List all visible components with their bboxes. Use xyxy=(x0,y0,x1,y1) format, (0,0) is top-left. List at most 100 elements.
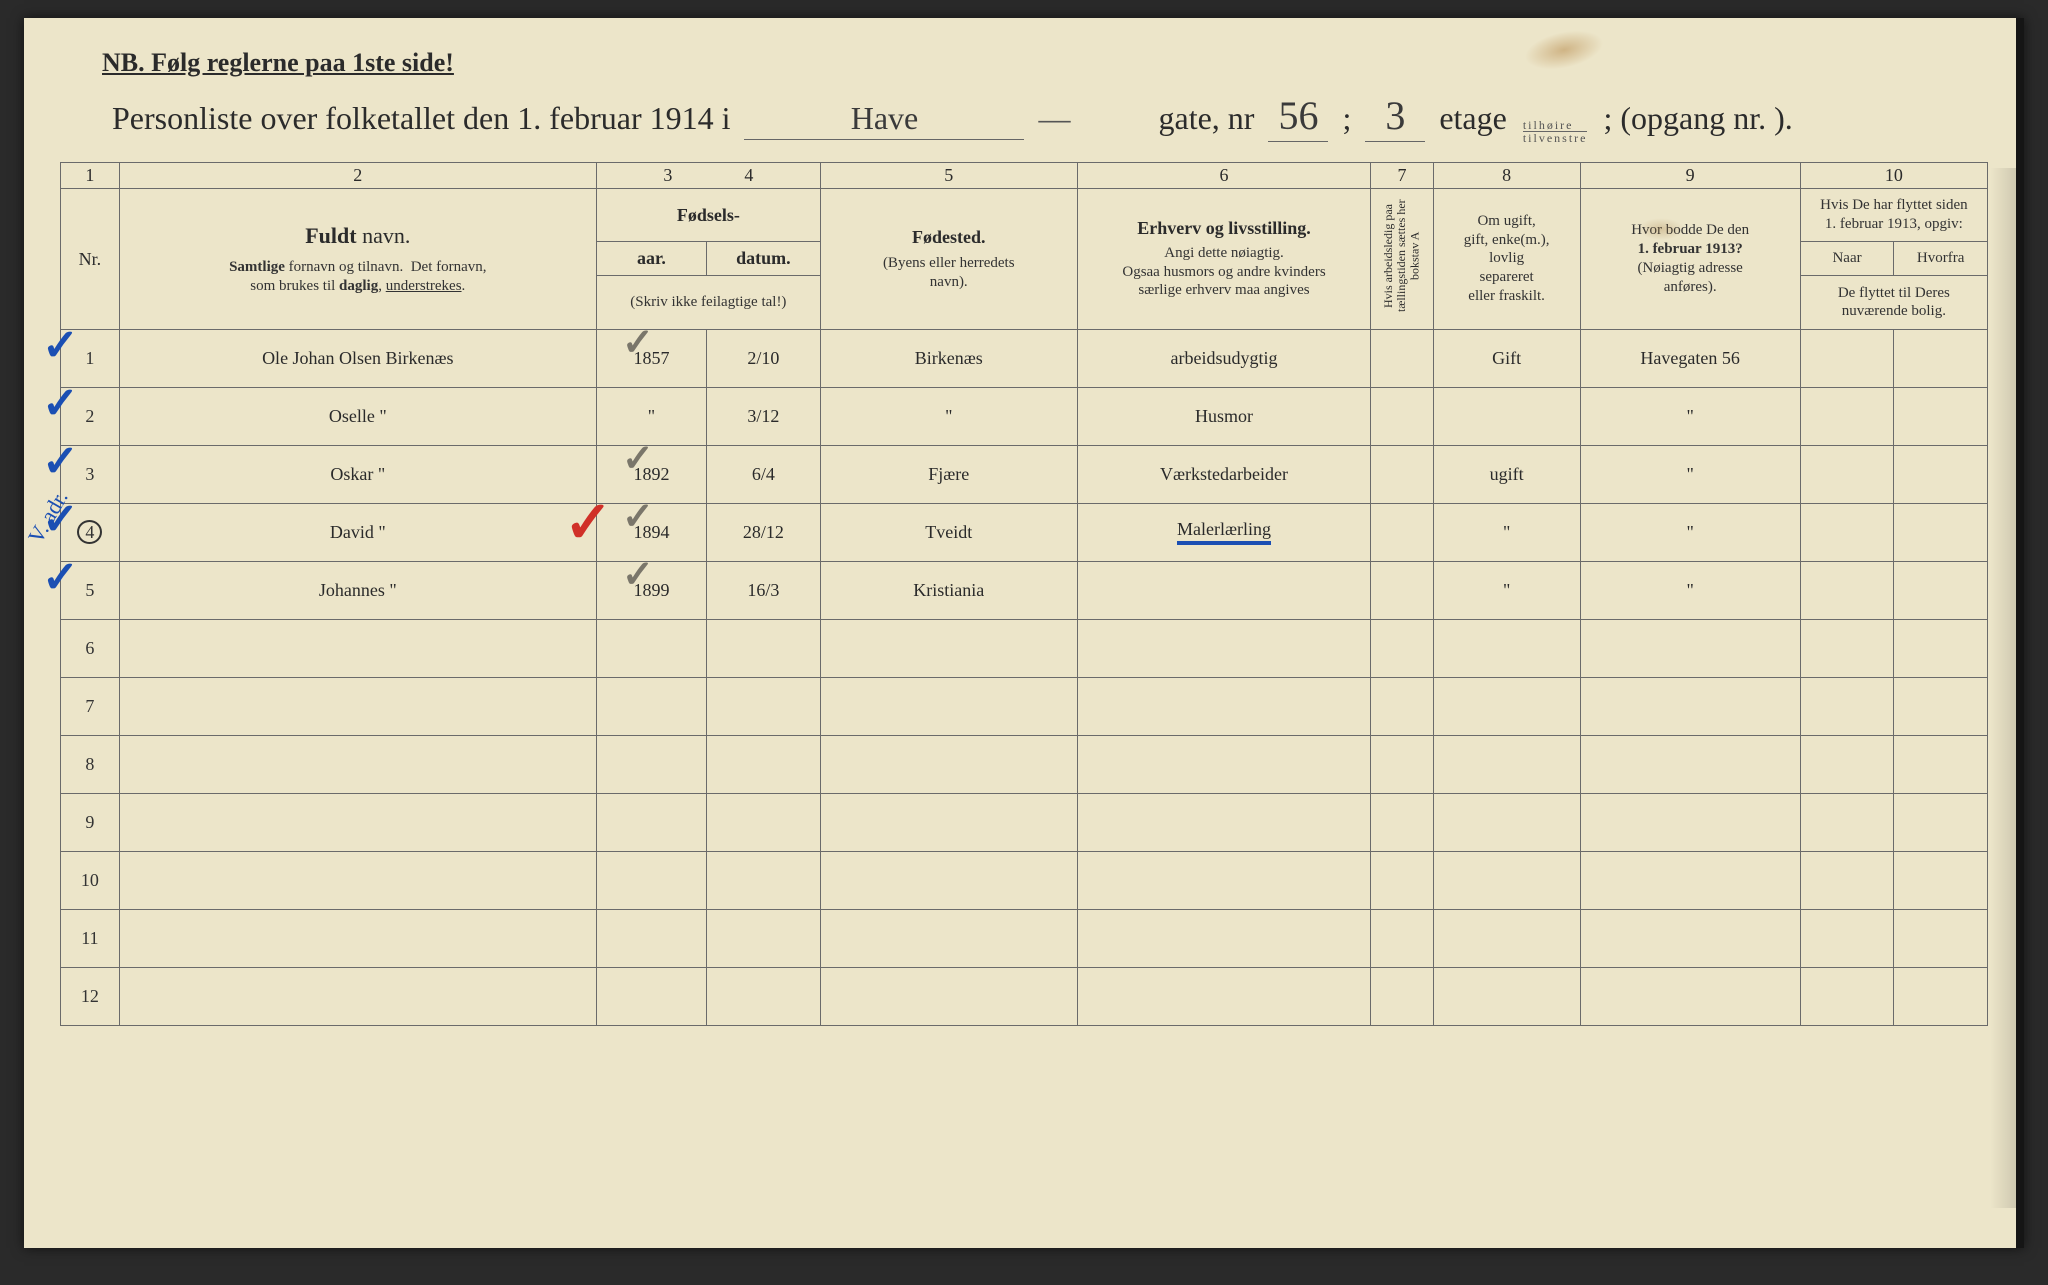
margin-checkmark-icon: ✓ xyxy=(42,378,79,429)
cell-c10a xyxy=(1800,851,1894,909)
cell-occupation xyxy=(1077,793,1371,851)
cell-col7 xyxy=(1371,503,1433,561)
cell-col7 xyxy=(1371,445,1433,503)
table-row: 10 xyxy=(61,851,1988,909)
cell-addr1913 xyxy=(1580,619,1800,677)
cell-status xyxy=(1433,851,1580,909)
cell-date xyxy=(707,677,821,735)
cell-occupation xyxy=(1077,619,1371,677)
hdr-date: datum. xyxy=(707,242,821,276)
cell-occupation: arbeidsudygtig xyxy=(1077,329,1371,387)
hdr-status: Om ugift, gift, enke(m.), lovlig separer… xyxy=(1433,189,1580,330)
hdr-nr: Nr. xyxy=(61,189,120,330)
cell-occupation xyxy=(1077,967,1371,1025)
hdr-occupation: Erhverv og livsstilling. Angi dette nøia… xyxy=(1077,189,1371,330)
cell-c10a xyxy=(1800,735,1894,793)
year-checkmark-icon: ✓ xyxy=(622,436,654,481)
cell-occupation xyxy=(1077,561,1371,619)
hdr-col10-bot: De flyttet til Deres nuværende bolig. xyxy=(1800,276,1987,329)
cell-c10b xyxy=(1894,967,1988,1025)
cell-c10a xyxy=(1800,387,1894,445)
cell-col7 xyxy=(1371,561,1433,619)
cell-occupation xyxy=(1077,909,1371,967)
cell-c10a xyxy=(1800,967,1894,1025)
cell-birthplace: Fjære xyxy=(820,445,1077,503)
cell-nr: 9 xyxy=(61,793,120,851)
red-checkmark-icon: ✓ xyxy=(564,488,613,556)
cell-year xyxy=(596,793,706,851)
cell-c10a xyxy=(1800,329,1894,387)
cell-c10b xyxy=(1894,851,1988,909)
cell-addr1913: " xyxy=(1580,387,1800,445)
colnum-2: 2 xyxy=(119,163,596,189)
gate-label: gate, nr xyxy=(1158,100,1254,137)
cell-occupation xyxy=(1077,677,1371,735)
cell-col7 xyxy=(1371,619,1433,677)
cell-addr1913: " xyxy=(1580,561,1800,619)
column-number-row: 1 2 3 4 5 6 7 8 9 10 xyxy=(61,163,1988,189)
cell-birthplace xyxy=(820,735,1077,793)
cell-birthplace: " xyxy=(820,387,1077,445)
cell-name: Ole Johan Olsen Birkenæs xyxy=(119,329,596,387)
cell-name: Oskar " xyxy=(119,445,596,503)
cell-c10a xyxy=(1800,503,1894,561)
cell-birthplace xyxy=(820,909,1077,967)
street-name: Have xyxy=(744,100,1024,140)
cell-col7 xyxy=(1371,387,1433,445)
cell-c10b xyxy=(1894,503,1988,561)
cell-name xyxy=(119,967,596,1025)
cell-birthplace xyxy=(820,967,1077,1025)
cell-c10a xyxy=(1800,445,1894,503)
hdr-name: Fuldt navn. Samtlige fornavn og tilnavn.… xyxy=(119,189,596,330)
cell-year xyxy=(596,909,706,967)
colnum-3-4: 3 4 xyxy=(596,163,820,189)
cell-date xyxy=(707,909,821,967)
cell-name xyxy=(119,619,596,677)
colnum-1: 1 xyxy=(61,163,120,189)
cell-addr1913 xyxy=(1580,851,1800,909)
cell-nr: 7 xyxy=(61,677,120,735)
hdr-year: aar. xyxy=(596,242,706,276)
title-prefix: Personliste over folketallet den 1. febr… xyxy=(112,100,730,137)
cell-c10a xyxy=(1800,619,1894,677)
cell-addr1913 xyxy=(1580,735,1800,793)
table-row: 1Ole Johan Olsen Birkenæs18572/10Birkenæ… xyxy=(61,329,1988,387)
table-row: 5Johannes "189916/3Kristiania"" xyxy=(61,561,1988,619)
cell-name xyxy=(119,735,596,793)
cell-nr: 6 xyxy=(61,619,120,677)
cell-year xyxy=(596,735,706,793)
cell-occupation: Malerlærling xyxy=(1077,503,1371,561)
colnum-7: 7 xyxy=(1371,163,1433,189)
cell-year xyxy=(596,619,706,677)
hdr-col7: Hvis arbeidsledig paa tællingstiden sætt… xyxy=(1371,189,1433,330)
cell-occupation: Husmor xyxy=(1077,387,1371,445)
cell-status xyxy=(1433,967,1580,1025)
hdr-c10r: Hvorfra xyxy=(1894,242,1988,276)
cell-c10a xyxy=(1800,793,1894,851)
sep: ; xyxy=(1342,100,1351,137)
cell-addr1913: " xyxy=(1580,503,1800,561)
hdr-col10-top: Hvis De har flyttet siden 1. februar 191… xyxy=(1800,189,1987,242)
colnum-9: 9 xyxy=(1580,163,1800,189)
opgang-label: ; (opgang nr. ). xyxy=(1603,100,1792,137)
cell-c10b xyxy=(1894,677,1988,735)
table-row: 11 xyxy=(61,909,1988,967)
table-row: 12 xyxy=(61,967,1988,1025)
cell-addr1913 xyxy=(1580,967,1800,1025)
colnum-10: 10 xyxy=(1800,163,1987,189)
cell-status xyxy=(1433,793,1580,851)
cell-date xyxy=(707,967,821,1025)
cell-status xyxy=(1433,619,1580,677)
etage-side-options: tilhøire tilvenstre xyxy=(1523,119,1588,144)
etage-bot: tilvenstre xyxy=(1523,132,1588,144)
cell-name xyxy=(119,793,596,851)
table-row: 4David "189428/12TveidtMalerlærling"" xyxy=(61,503,1988,561)
margin-checkmark-icon: ✓ xyxy=(42,320,79,371)
cell-c10a xyxy=(1800,909,1894,967)
cell-birthplace xyxy=(820,619,1077,677)
cell-status xyxy=(1433,677,1580,735)
hdr-addr1913: Hvor bodde De den 1. februar 1913? (Nøia… xyxy=(1580,189,1800,330)
page-edge-shadow xyxy=(2016,18,2024,1248)
cell-nr: 8 xyxy=(61,735,120,793)
hdr-c10l: Naar xyxy=(1800,242,1894,276)
